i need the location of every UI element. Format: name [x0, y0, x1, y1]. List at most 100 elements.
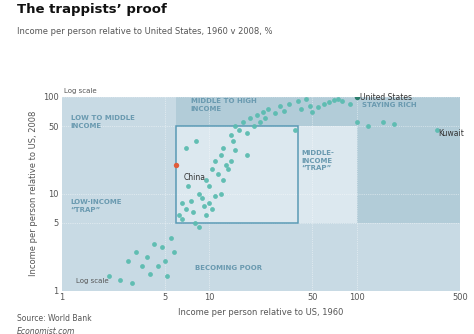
- Point: [236, 128, 243, 133]
- Point: [391, 122, 398, 127]
- Point: [222, 162, 230, 167]
- Text: LOW TO MIDDLE
INCOME: LOW TO MIDDLE INCOME: [71, 115, 135, 129]
- Point: [231, 123, 239, 129]
- Point: [320, 101, 328, 106]
- Point: [164, 274, 171, 279]
- Point: [264, 106, 272, 112]
- Point: [217, 153, 225, 158]
- Point: [338, 99, 346, 104]
- Point: [178, 200, 185, 206]
- Text: Kuwait: Kuwait: [438, 129, 464, 138]
- Text: LOW-INCOME
“TRAP”: LOW-INCOME “TRAP”: [71, 199, 122, 212]
- Point: [117, 277, 124, 282]
- Point: [195, 191, 202, 196]
- Point: [286, 101, 293, 106]
- Text: Log scale: Log scale: [64, 88, 97, 94]
- Bar: [176, 126, 298, 223]
- Point: [143, 255, 151, 260]
- Point: [205, 200, 213, 206]
- Point: [330, 98, 337, 103]
- Point: [291, 128, 299, 133]
- Point: [217, 191, 225, 196]
- Point: [239, 119, 247, 125]
- Point: [146, 271, 154, 276]
- Point: [161, 259, 169, 264]
- Point: [187, 198, 194, 203]
- Point: [297, 106, 305, 112]
- Text: Source: World Bank: Source: World Bank: [17, 314, 91, 323]
- Point: [182, 145, 190, 150]
- Point: [184, 183, 192, 189]
- Y-axis label: Income per person relative to US, 2008: Income per person relative to US, 2008: [28, 111, 37, 277]
- Point: [209, 206, 216, 211]
- Point: [353, 94, 360, 100]
- Point: [231, 148, 239, 153]
- Point: [306, 104, 313, 109]
- Point: [175, 212, 182, 218]
- Point: [150, 242, 157, 247]
- Text: STAYING RICH: STAYING RICH: [362, 102, 416, 108]
- Point: [138, 263, 146, 269]
- Point: [192, 138, 200, 144]
- Point: [243, 131, 251, 136]
- Bar: [62, 97, 176, 291]
- Text: Log scale: Log scale: [76, 278, 109, 284]
- Point: [246, 116, 254, 121]
- Point: [353, 119, 360, 125]
- Point: [227, 158, 235, 163]
- Point: [182, 206, 190, 211]
- Point: [276, 104, 283, 109]
- Point: [214, 171, 222, 177]
- Point: [346, 101, 354, 106]
- Point: [211, 158, 219, 163]
- Point: [167, 235, 174, 240]
- Point: [229, 138, 237, 144]
- Point: [219, 145, 227, 150]
- Point: [259, 109, 266, 115]
- Text: United States: United States: [360, 94, 412, 102]
- Point: [128, 280, 136, 286]
- Text: Income per person relative to United States, 1960 v 2008, %: Income per person relative to United Sta…: [17, 27, 272, 36]
- Point: [191, 220, 199, 225]
- Point: [209, 166, 216, 172]
- Point: [243, 153, 251, 158]
- Point: [302, 96, 310, 102]
- Text: MIDDLE-
INCOME
“TRAP”: MIDDLE- INCOME “TRAP”: [301, 150, 334, 171]
- Point: [271, 111, 279, 116]
- Point: [280, 108, 287, 113]
- Point: [335, 96, 342, 102]
- Text: MIDDLE TO HIGH
INCOME: MIDDLE TO HIGH INCOME: [191, 99, 256, 112]
- Point: [124, 259, 131, 264]
- Point: [225, 166, 232, 172]
- Point: [315, 105, 322, 110]
- Point: [256, 119, 264, 125]
- Point: [309, 109, 316, 115]
- Text: BECOMING POOR: BECOMING POOR: [195, 265, 262, 271]
- Point: [178, 216, 185, 221]
- Point: [219, 177, 227, 182]
- Point: [294, 99, 302, 104]
- Point: [365, 123, 372, 129]
- Point: [195, 225, 202, 230]
- Point: [171, 249, 178, 255]
- Point: [132, 249, 140, 255]
- Point: [202, 177, 210, 182]
- Point: [262, 116, 269, 121]
- Point: [105, 274, 113, 279]
- Point: [211, 193, 219, 198]
- Point: [190, 209, 197, 214]
- Bar: [176, 223, 460, 291]
- Point: [173, 162, 180, 167]
- Bar: [176, 97, 356, 126]
- Bar: [356, 97, 460, 291]
- Point: [202, 212, 210, 218]
- Text: The trappists’ proof: The trappists’ proof: [17, 3, 166, 16]
- Point: [250, 123, 257, 129]
- Point: [325, 100, 333, 105]
- Point: [200, 203, 208, 208]
- Text: Economist.com: Economist.com: [17, 327, 75, 334]
- Point: [253, 112, 261, 118]
- Point: [158, 244, 166, 250]
- Point: [205, 183, 213, 189]
- Point: [199, 195, 206, 201]
